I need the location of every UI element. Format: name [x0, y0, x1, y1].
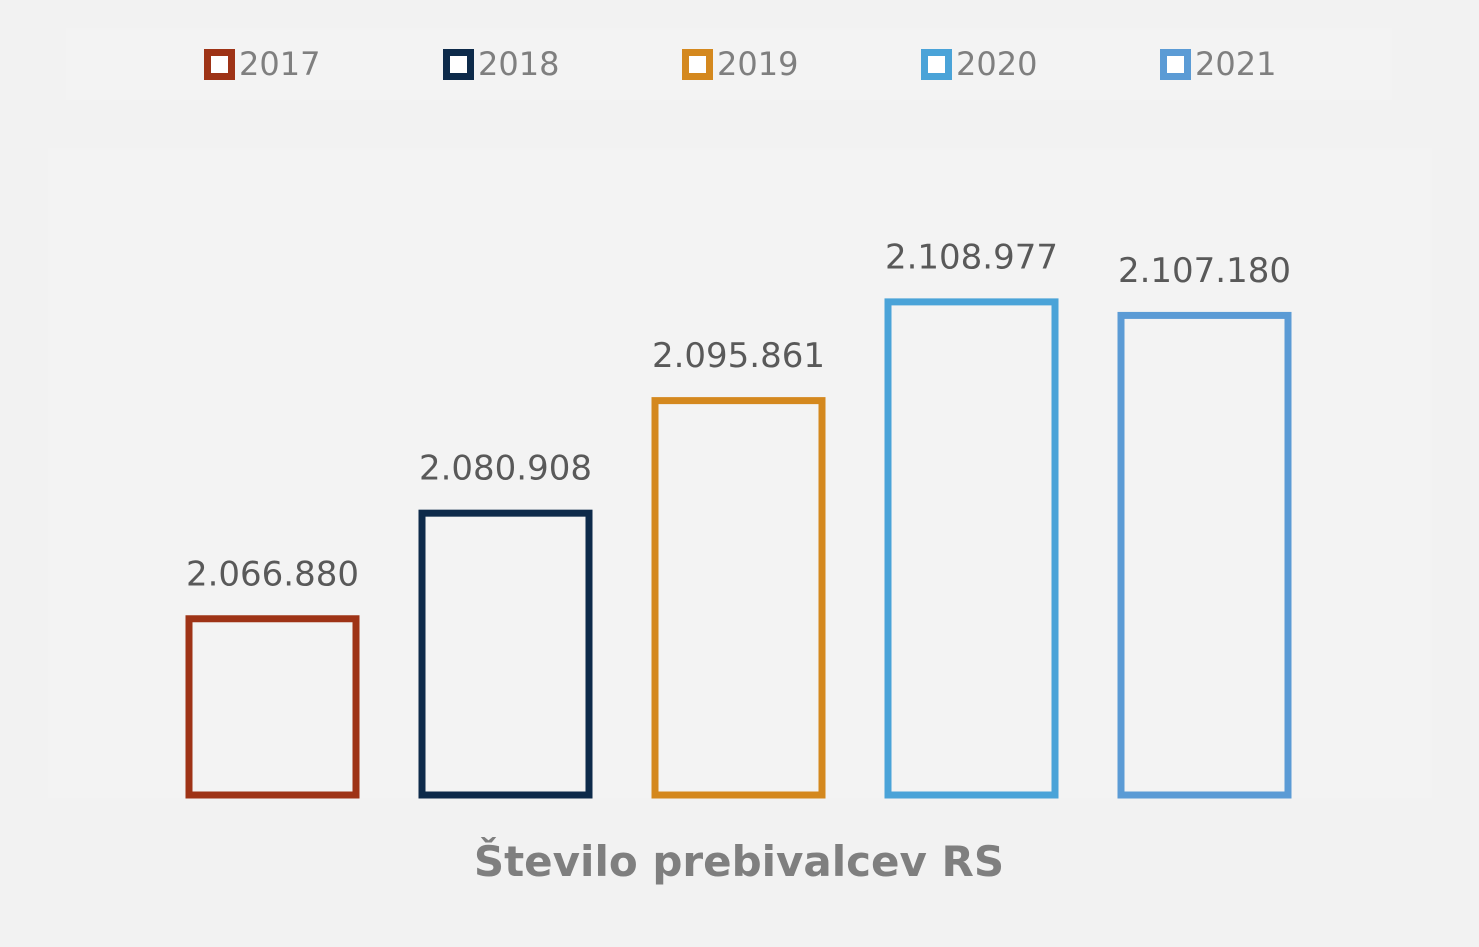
data-label-2021: 2.107.180: [1118, 251, 1291, 291]
legend-label-2018: 2018: [478, 45, 559, 83]
plot-area: [48, 148, 1432, 798]
bar-2019: [651, 397, 826, 799]
data-label-2017: 2.066.880: [186, 554, 359, 594]
legend-swatch-2018: [443, 49, 474, 80]
legend-swatch-2020: [921, 49, 952, 80]
data-labels: 2.066.880 2.080.908 2.095.861 2.108.977 2.10…: [186, 237, 1291, 594]
legend: 2017 2018 2019 2020 2021: [204, 45, 1276, 83]
legend-swatch-2019: [682, 49, 713, 80]
legend-swatch-2021: [1160, 49, 1191, 80]
axis-title: Število prebivalcev RS: [474, 836, 1004, 886]
legend-label-2020: 2020: [956, 45, 1037, 83]
bar-2018: [418, 509, 593, 799]
bar-2020: [884, 298, 1059, 799]
bars: [185, 298, 1292, 799]
data-label-2018: 2.080.908: [419, 449, 592, 489]
legend-label-2019: 2019: [717, 45, 798, 83]
bar-2017: [185, 615, 360, 799]
legend-swatch-2017: [204, 49, 235, 80]
legend-label-2017: 2017: [239, 45, 320, 83]
bar-2021: [1117, 311, 1292, 799]
data-label-2020: 2.108.977: [885, 237, 1058, 277]
legend-label-2021: 2021: [1195, 45, 1276, 83]
data-label-2019: 2.095.861: [652, 336, 825, 376]
